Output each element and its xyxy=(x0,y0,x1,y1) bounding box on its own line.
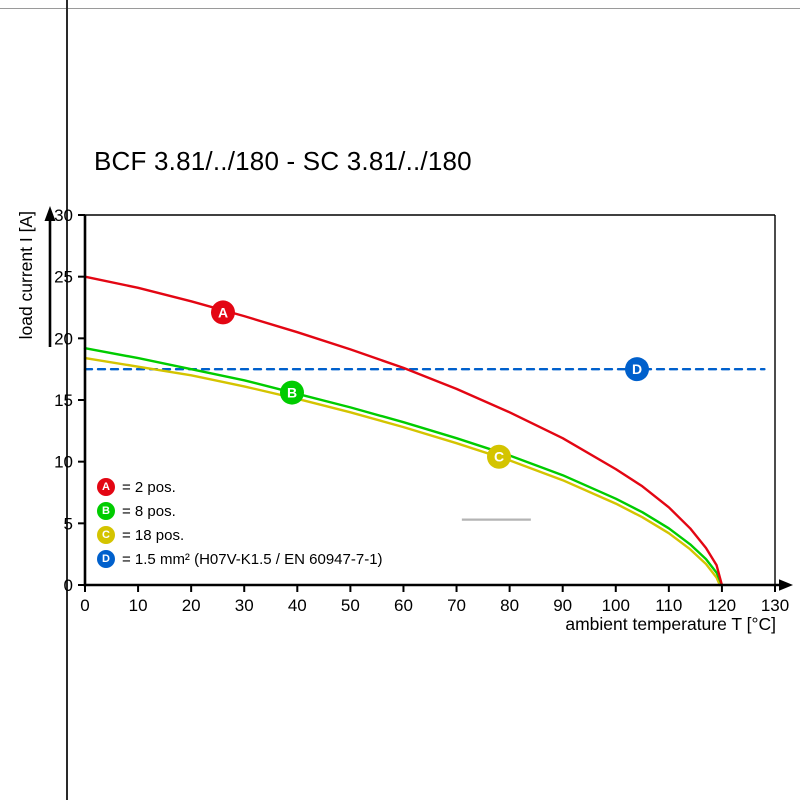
y-tick-label: 25 xyxy=(54,268,73,287)
x-tick-label: 60 xyxy=(394,596,413,615)
curve-marker-D: D xyxy=(625,357,649,382)
legend-label-C: = 18 pos. xyxy=(122,526,185,544)
legend-item-B: B = 8 pos. xyxy=(97,502,383,520)
legend-label-D: = 1.5 mm² (H07V-K1.5 / EN 60947-7-1) xyxy=(122,550,383,568)
x-tick-label: 90 xyxy=(553,596,572,615)
x-tick-label: 120 xyxy=(708,596,736,615)
x-axis-arrow-icon xyxy=(779,579,793,591)
x-tick-label: 130 xyxy=(761,596,789,615)
legend-item-D: D = 1.5 mm² (H07V-K1.5 / EN 60947-7-1) xyxy=(97,550,383,568)
y-tick-label: 5 xyxy=(64,514,73,533)
legend-marker-A: A xyxy=(97,478,115,496)
legend-label-B: = 8 pos. xyxy=(122,502,176,520)
x-tick-label: 30 xyxy=(235,596,254,615)
curve-marker-C: C xyxy=(487,444,511,469)
curve-marker-A: A xyxy=(211,300,235,325)
plot-frame xyxy=(85,214,776,585)
legend-label-A: = 2 pos. xyxy=(122,478,176,496)
y-tick-label: 0 xyxy=(64,576,73,595)
legend-item-C: C = 18 pos. xyxy=(97,526,383,544)
legend-marker-D: D xyxy=(97,550,115,568)
page-top-border xyxy=(0,8,800,9)
y-tick-label: 20 xyxy=(54,329,73,348)
svg-text:D: D xyxy=(632,361,642,377)
svg-text:B: B xyxy=(287,385,297,401)
x-tick-label: 20 xyxy=(182,596,201,615)
x-tick-label: 50 xyxy=(341,596,360,615)
page-left-border xyxy=(66,0,68,800)
x-tick-label: 80 xyxy=(500,596,519,615)
x-tick-label: 110 xyxy=(655,596,682,615)
curve-marker-B: B xyxy=(280,380,304,405)
x-axis-label: ambient temperature T [°C] xyxy=(565,614,776,634)
x-tick-label: 10 xyxy=(129,596,148,615)
y-tick-label: 15 xyxy=(54,391,73,410)
chart-legend: A = 2 pos. B = 8 pos. C = 18 pos. D = 1.5 mm² (… xyxy=(97,478,383,568)
y-axis-label: load current I [A] xyxy=(16,211,36,340)
y-tick-label: 30 xyxy=(54,206,73,225)
svg-text:C: C xyxy=(494,449,504,465)
y-tick-label: 10 xyxy=(54,453,73,472)
x-tick-label: 100 xyxy=(602,596,630,615)
x-tick-label: 70 xyxy=(447,596,466,615)
legend-marker-B: B xyxy=(97,502,115,520)
svg-text:A: A xyxy=(218,304,228,320)
axis-ticks: 0 10 20 30 40 50 60 70 80 90 100 110 120 130 0 5 10 15 20 2… xyxy=(54,206,789,615)
y-axis-arrow-icon xyxy=(44,206,56,221)
chart-title: BCF 3.81/../180 - SC 3.81/../180 xyxy=(94,146,472,176)
legend-marker-C: C xyxy=(97,526,115,544)
legend-item-A: A = 2 pos. xyxy=(97,478,383,496)
x-tick-label: 40 xyxy=(288,596,307,615)
x-tick-label: 0 xyxy=(80,596,89,615)
